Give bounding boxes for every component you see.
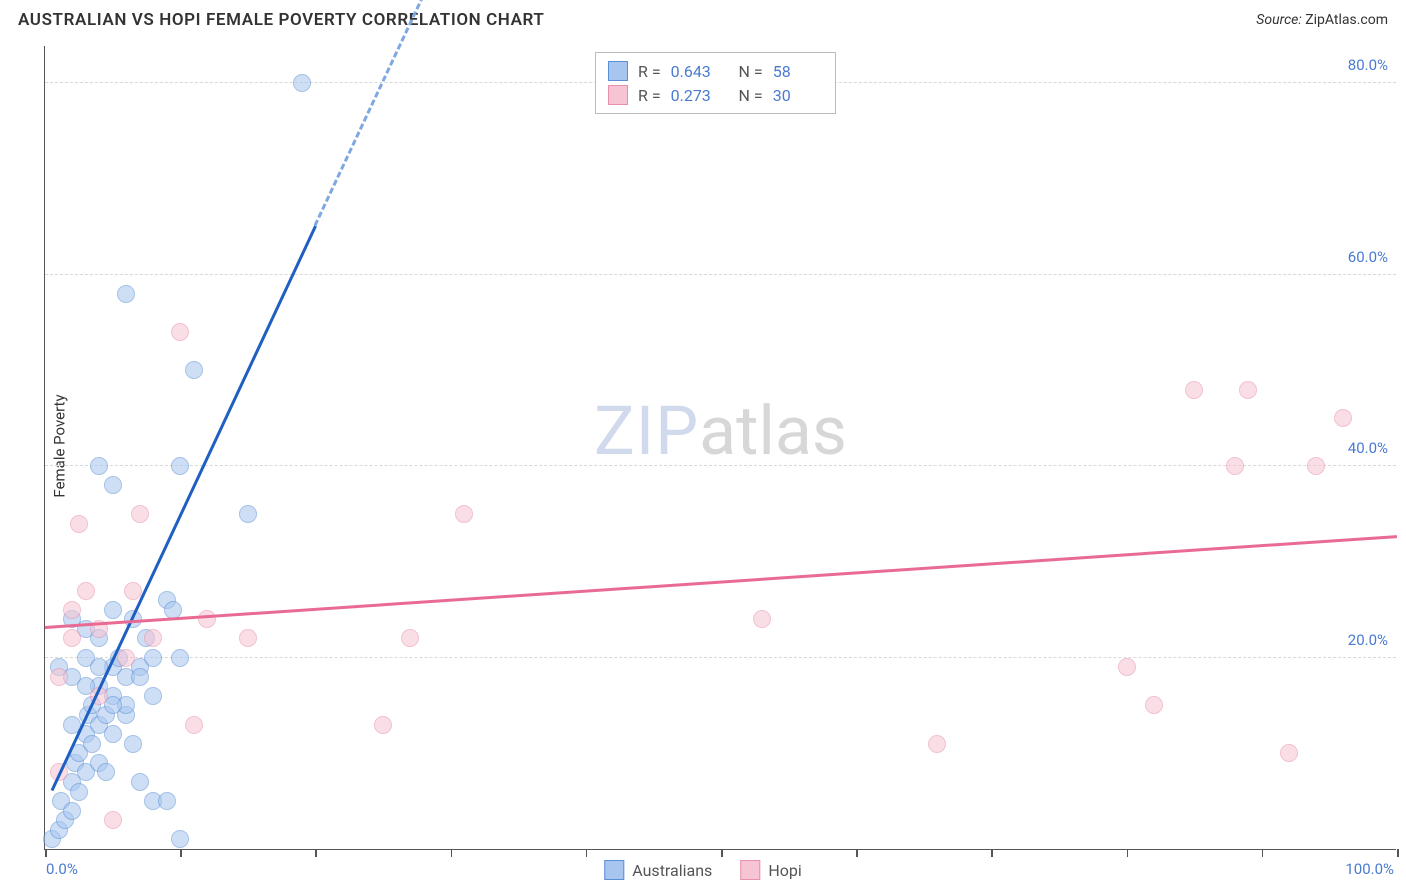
data-point [239,629,257,647]
data-point [63,802,81,820]
data-point [104,601,122,619]
x-axis-max-label: 100.0% [1345,860,1394,878]
legend-label: Hopi [768,861,801,880]
data-point [1145,696,1163,714]
data-point [83,735,101,753]
data-point [131,505,149,523]
data-point [171,323,189,341]
legend-row: R = 0.273 N = 30 [608,83,823,107]
data-point [131,773,149,791]
data-point [171,457,189,475]
x-tick [45,849,47,857]
n-value: 30 [773,86,823,105]
data-point [70,515,88,533]
r-label: R = [638,62,661,81]
trend-line [45,535,1397,629]
x-tick [315,849,317,857]
data-point [70,783,88,801]
data-point [131,668,149,686]
gridline [45,465,1396,466]
legend-swatch [608,85,628,105]
data-point [374,716,392,734]
y-tick-label: 40.0% [1348,439,1388,457]
legend-swatch [740,860,760,880]
r-label: R = [638,86,661,105]
gridline [45,274,1396,275]
x-tick [1127,849,1129,857]
data-point [185,716,203,734]
data-point [104,811,122,829]
y-tick-label: 80.0% [1348,56,1388,74]
r-value: 0.643 [671,62,721,81]
r-value: 0.273 [671,86,721,105]
data-point [1280,744,1298,762]
y-tick-label: 60.0% [1348,248,1388,266]
source-value: ZipAtlas.com [1305,12,1388,28]
page-title: AUSTRALIAN VS HOPI FEMALE POVERTY CORREL… [18,10,544,30]
data-point [171,649,189,667]
data-point [1226,457,1244,475]
data-point [171,830,189,848]
legend-label: Australians [632,861,712,880]
data-point [753,610,771,628]
x-tick [991,849,993,857]
data-point [239,505,257,523]
data-point [158,792,176,810]
data-point [144,649,162,667]
data-point [117,649,135,667]
x-tick [1397,849,1399,857]
data-point [97,763,115,781]
data-point [198,610,216,628]
n-label: N = [731,62,763,81]
data-point [124,735,142,753]
legend-stats: R = 0.643 N = 58R = 0.273 N = 30 [595,52,836,114]
legend-item: Hopi [740,860,801,880]
n-value: 58 [773,62,823,81]
watermark-zip: ZIP [594,391,699,471]
gridline [45,657,1396,658]
x-tick [451,849,453,857]
x-axis-min-label: 0.0% [46,860,78,878]
watermark: ZIPatlas [594,391,847,471]
source-attribution: Source: ZipAtlas.com [1256,12,1388,28]
x-tick [1262,849,1264,857]
scatter-chart: ZIPatlas 20.0% 40.0% 60.0% 80.0% R = 0.643 N… [44,46,1396,850]
watermark-atlas: atlas [699,391,847,471]
x-tick [856,849,858,857]
trend-line [50,225,316,791]
data-point [1118,658,1136,676]
x-tick [586,849,588,857]
data-point [124,582,142,600]
data-point [928,735,946,753]
x-tick [180,849,182,857]
data-point [50,668,68,686]
data-point [401,629,419,647]
data-point [90,457,108,475]
data-point [144,629,162,647]
data-point [104,476,122,494]
data-point [63,629,81,647]
data-point [1334,409,1352,427]
data-point [77,582,95,600]
data-point [1307,457,1325,475]
data-point [63,601,81,619]
legend-row: R = 0.643 N = 58 [608,59,823,83]
data-point [455,505,473,523]
data-point [293,74,311,92]
legend-swatch [604,860,624,880]
data-point [144,687,162,705]
data-point [1185,381,1203,399]
n-label: N = [731,86,763,105]
data-point [1239,381,1257,399]
data-point [117,285,135,303]
data-point [104,725,122,743]
y-tick-label: 20.0% [1348,631,1388,649]
x-tick [721,849,723,857]
legend-swatch [608,61,628,81]
legend-item: Australians [604,860,712,880]
legend-bottom: Australians Hopi [604,860,801,880]
data-point [185,361,203,379]
source-label: Source: [1256,12,1301,28]
